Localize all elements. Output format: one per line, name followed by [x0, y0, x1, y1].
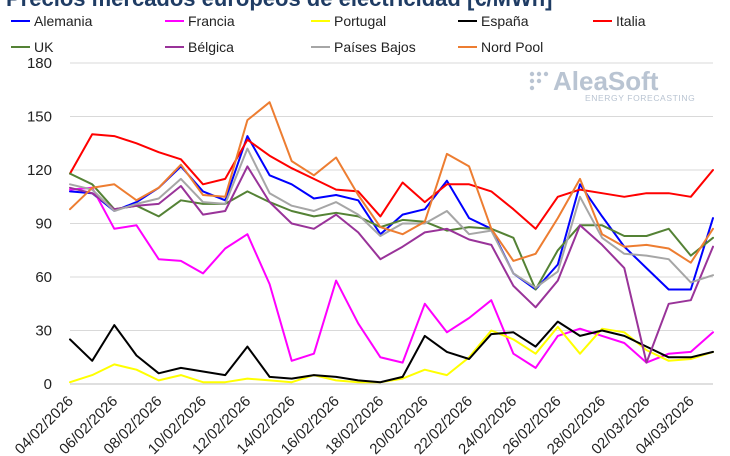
- legend-label: Bélgica: [188, 39, 234, 55]
- series-line-españa: [69, 320, 714, 384]
- y-axis: 0 30 60 90 120 150 180: [27, 55, 52, 393]
- legend-label: Países Bajos: [334, 39, 416, 55]
- legend-label: Francia: [188, 13, 235, 29]
- aleasoft-logo: AleaSoft ENERGY FORECASTING: [529, 66, 695, 103]
- logo-sub-text: ENERGY FORECASTING: [585, 93, 695, 103]
- logo-dot: [536, 78, 542, 84]
- y-tick-label: 90: [35, 216, 52, 233]
- series-line-francia: [69, 186, 714, 369]
- series-line-bélgica: [69, 165, 714, 364]
- series-group: [69, 101, 714, 384]
- y-tick-label: 120: [27, 162, 52, 179]
- legend-label: Italia: [616, 13, 646, 29]
- logo-dot: [536, 71, 542, 77]
- logo-dot: [529, 78, 535, 84]
- y-tick-label: 180: [27, 55, 52, 72]
- series-line-portugal: [69, 325, 714, 384]
- y-tick-label: 150: [27, 109, 52, 126]
- legend-label: Nord Pool: [481, 39, 543, 55]
- series-line-alemania: [69, 135, 714, 291]
- logo-dot: [529, 71, 535, 77]
- series-line-uk: [69, 172, 714, 291]
- legend-label: UK: [34, 39, 54, 55]
- y-tick-label: 0: [44, 376, 52, 393]
- legend-label: Portugal: [334, 13, 386, 29]
- chart-title: Precios mercados europeos de electricida…: [6, 0, 553, 11]
- x-axis: 04/02/202606/02/202608/02/202610/02/2026…: [12, 393, 698, 456]
- series-line-países-bajos: [69, 147, 714, 289]
- logo-dot: [529, 85, 535, 91]
- legend: Alemania Francia Portugal España Italia UK Bél…: [11, 13, 646, 55]
- y-tick-label: 30: [35, 323, 52, 340]
- series-line-nord-pool: [69, 101, 714, 264]
- legend-label: España: [481, 13, 529, 29]
- logo-main-text: AleaSoft: [553, 66, 659, 96]
- y-tick-label: 60: [35, 269, 52, 286]
- logo-dot: [543, 71, 549, 77]
- series-line-italia: [69, 133, 714, 230]
- legend-label: Alemania: [34, 13, 93, 29]
